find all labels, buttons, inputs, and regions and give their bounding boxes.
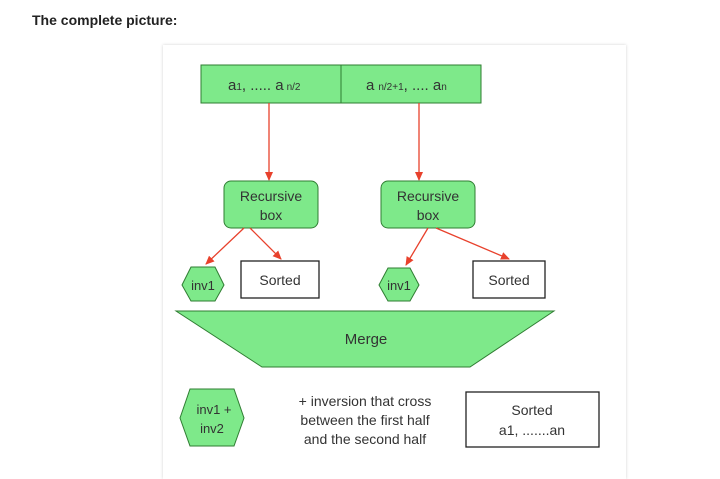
result-inv-line1: inv1 + (196, 402, 231, 417)
array-left-cell (200, 64, 342, 104)
result-inv-hexagon (179, 388, 245, 447)
sorted-left-label: Sorted (259, 272, 300, 288)
sorted-box-left (240, 260, 320, 299)
array-right-cell (340, 64, 482, 104)
arrow-left-to-inv (205, 227, 245, 265)
inv-right-label: inv1 (387, 278, 411, 293)
merge-trapezoid (174, 310, 556, 368)
inv-hexagon-left (181, 266, 225, 302)
recursive-box-left-line1: Recursive (240, 188, 302, 204)
sorted-box-right (472, 260, 546, 299)
result-sorted-line1: Sorted (511, 402, 552, 418)
inv-hexagon-right (378, 267, 420, 302)
arrow-right-to-sorted (435, 227, 510, 260)
array-right-label: a n/2+1, .... an (366, 77, 447, 94)
cross-text-line2: between the first half (300, 412, 429, 428)
recursive-box-right-line1: Recursive (397, 188, 459, 204)
merge-label: Merge (345, 331, 388, 348)
page-heading: The complete picture: (32, 12, 178, 28)
arrow-left-to-sorted (249, 227, 282, 260)
array-left-label: a1, ..... a n/2 (228, 77, 301, 94)
recursive-box-right-line2: box (417, 207, 440, 223)
result-inv-line2: inv2 (200, 421, 224, 436)
result-sorted-box (465, 391, 600, 448)
recursive-box-left (223, 180, 319, 229)
inv-left-label: inv1 (191, 278, 215, 293)
sorted-right-label: Sorted (488, 272, 529, 288)
cross-text-line3: and the second half (304, 431, 426, 447)
result-sorted-line2: a1, .......an (499, 422, 565, 438)
cross-text-line1: + inversion that cross (299, 393, 432, 409)
recursive-box-left-line2: box (260, 207, 283, 223)
arrow-right-to-inv (405, 227, 429, 266)
